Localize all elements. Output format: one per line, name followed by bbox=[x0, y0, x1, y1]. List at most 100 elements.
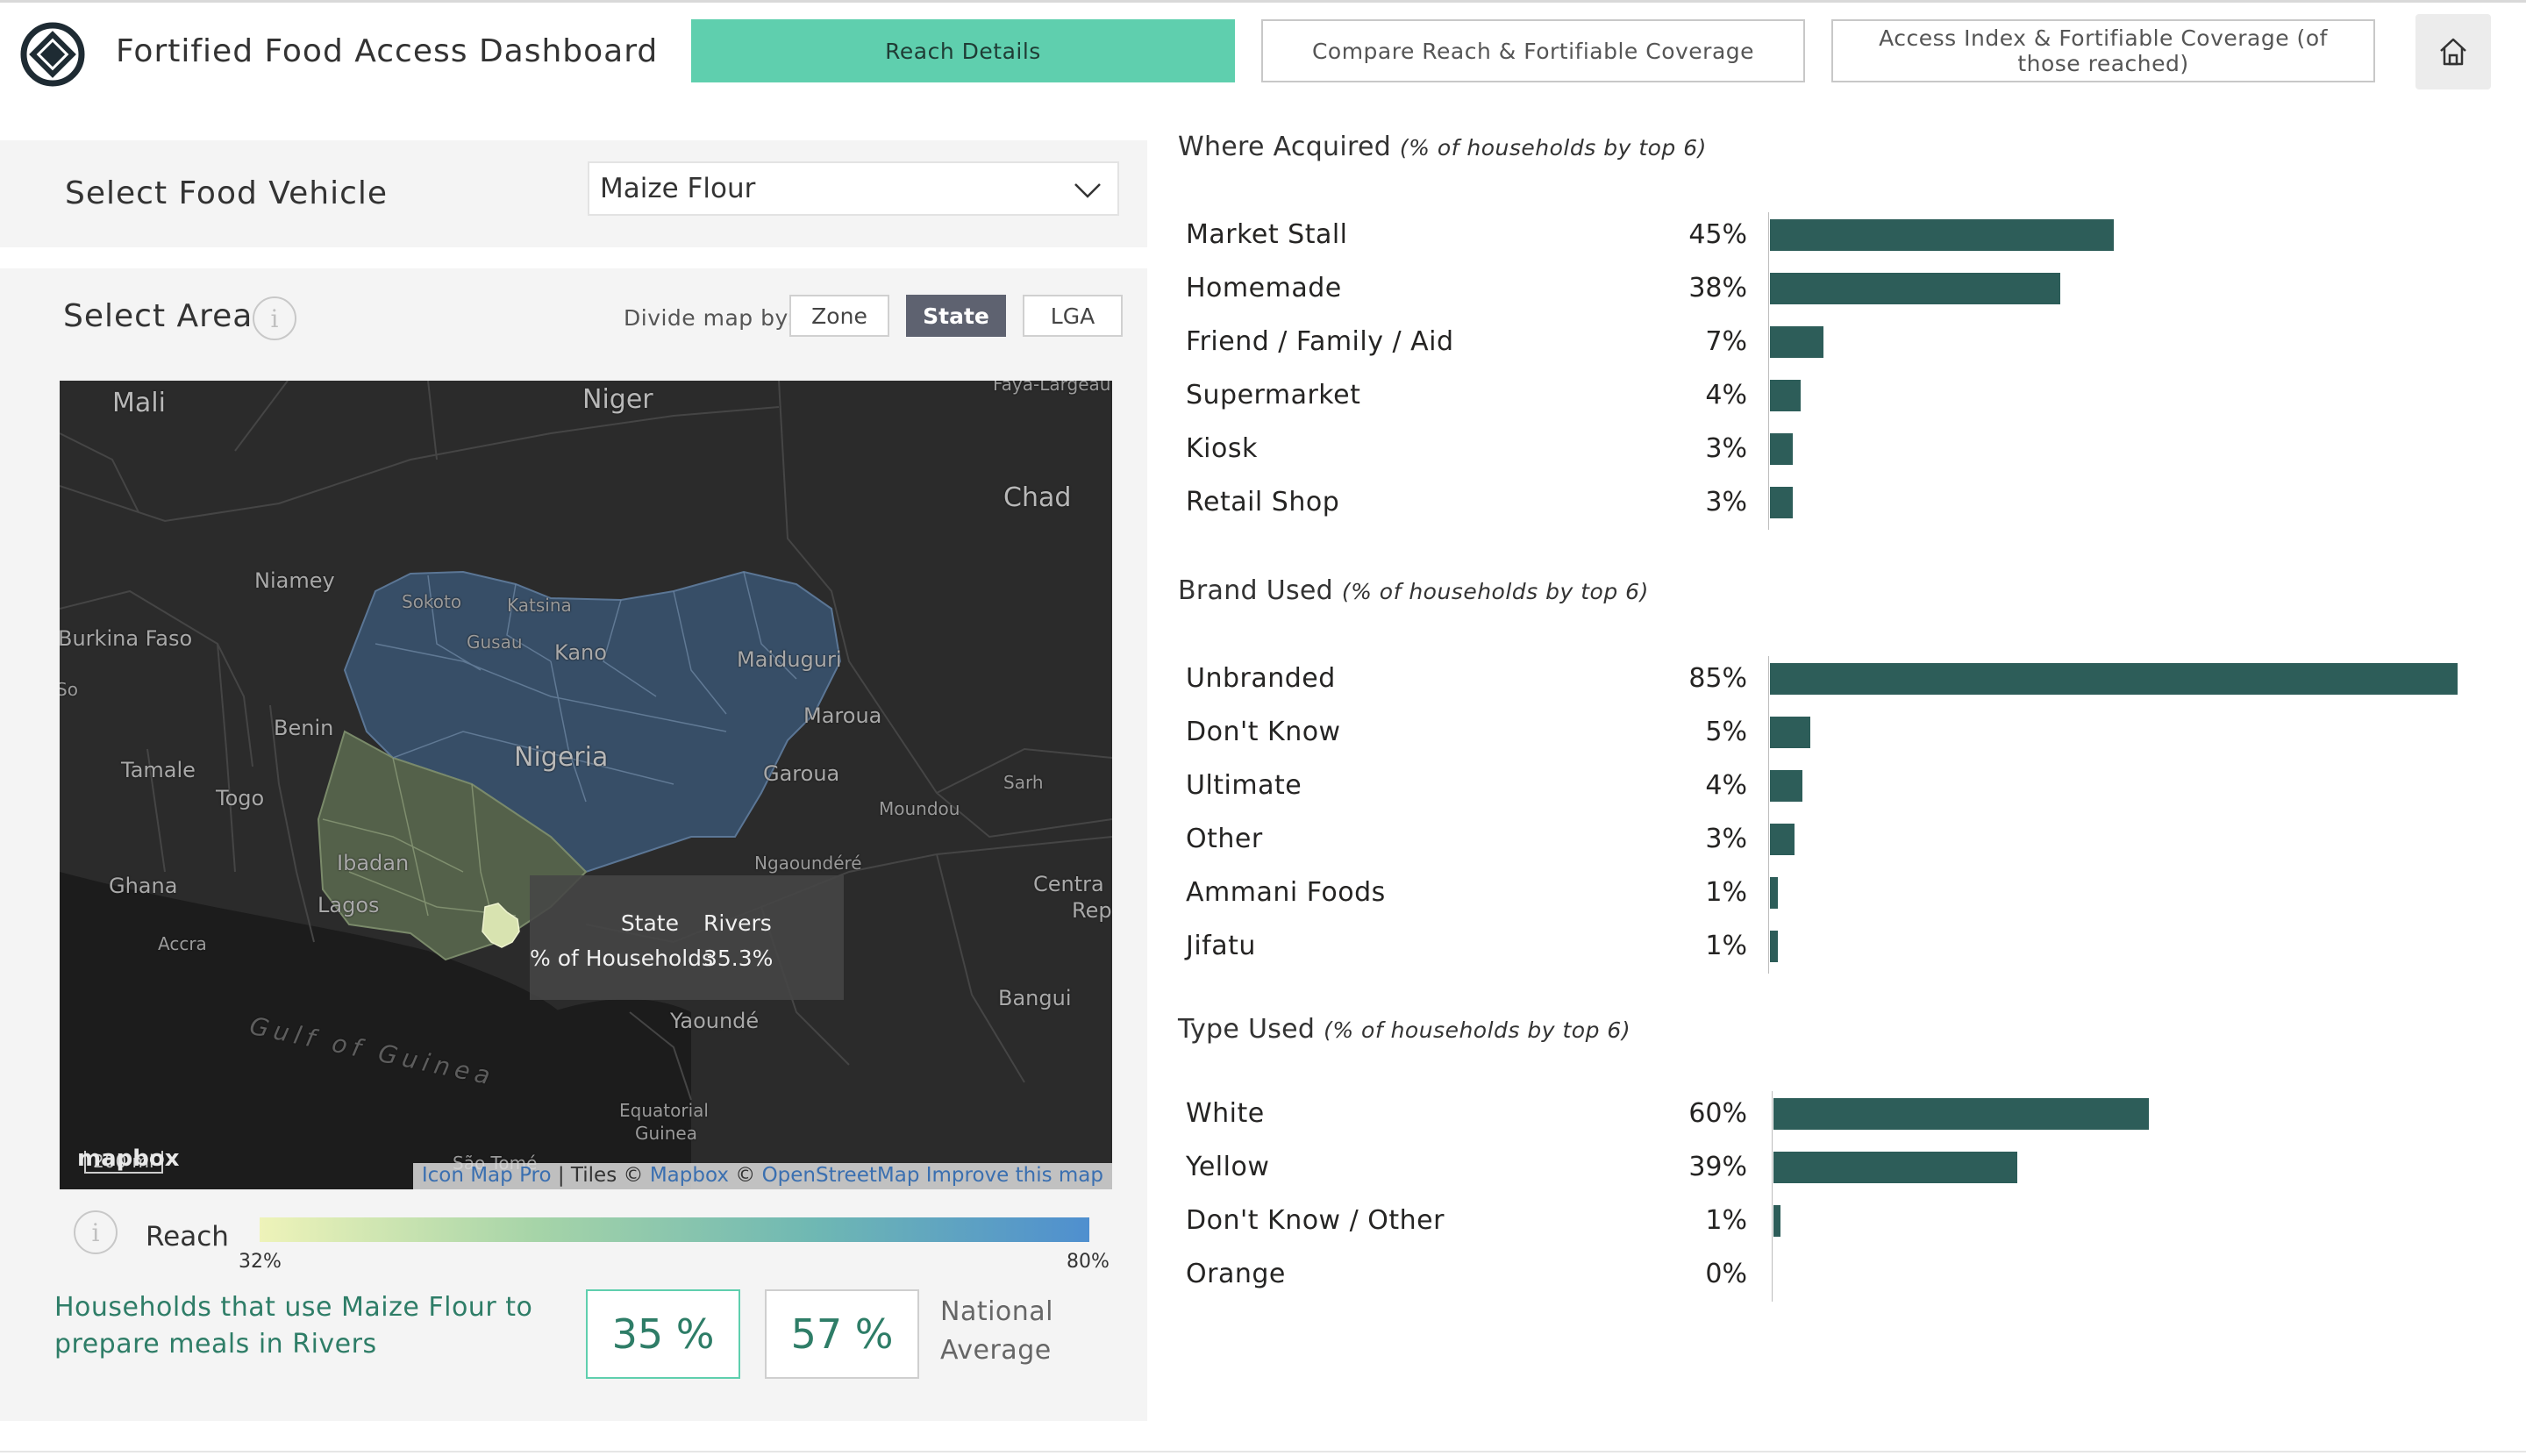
map-label-niamey: Niamey bbox=[254, 568, 335, 593]
map-label-bangui: Bangui bbox=[998, 986, 1072, 1010]
bar-value-label: 3% bbox=[1705, 433, 1747, 464]
bar[interactable] bbox=[1770, 770, 1802, 802]
divide-lga-button[interactable]: LGA bbox=[1023, 295, 1123, 337]
home-button[interactable] bbox=[2415, 14, 2491, 89]
info-icon[interactable]: i bbox=[253, 296, 296, 340]
chart-axis-line bbox=[1768, 656, 1769, 974]
reach-max-label: 80% bbox=[1067, 1251, 1110, 1273]
bar-value-label: 1% bbox=[1705, 1205, 1747, 1236]
map-label-katsina: Katsina bbox=[507, 595, 572, 616]
bar[interactable] bbox=[1770, 326, 1823, 358]
map-label-tamale: Tamale bbox=[121, 758, 196, 782]
bar-row-retail-shop[interactable]: Retail Shop 3% bbox=[0, 476, 2526, 529]
bar-value-label: 45% bbox=[1688, 219, 1747, 250]
chart-subtitle: (% of households by top 6) bbox=[1399, 135, 1707, 161]
bar[interactable] bbox=[1770, 717, 1811, 748]
divide-map-label: Divide map by: bbox=[624, 305, 795, 331]
bar[interactable] bbox=[1770, 931, 1779, 962]
bar-row-market-stall[interactable]: Market Stall 45% bbox=[0, 209, 2526, 261]
mapbox-logo: mapbox bbox=[77, 1146, 180, 1172]
food-vehicle-dropdown[interactable]: Maize Flour bbox=[588, 161, 1119, 216]
chevron-down-icon bbox=[1074, 183, 1101, 198]
bar-row-unbranded[interactable]: Unbranded 85% bbox=[0, 653, 2526, 705]
reach-legend-label: Reach bbox=[146, 1221, 229, 1253]
bar-row-ammani-foods[interactable]: Ammani Foods 1% bbox=[0, 867, 2526, 919]
bar[interactable] bbox=[1770, 219, 2114, 251]
map[interactable]: Mali Niger Faya-Largeau Chad Niamey Burk… bbox=[60, 381, 1112, 1189]
bar[interactable] bbox=[1770, 663, 2458, 695]
bar-row-ultimate[interactable]: Ultimate 4% bbox=[0, 760, 2526, 812]
attribution-mapbox-link[interactable]: Mapbox bbox=[649, 1164, 729, 1187]
bar[interactable] bbox=[1770, 824, 1795, 855]
bar-row-jifatu[interactable]: Jifatu 1% bbox=[0, 920, 2526, 973]
bar-category-label: Don't Know / Other bbox=[1186, 1205, 1445, 1236]
bar-row-don-t-know[interactable]: Don't Know 5% bbox=[0, 706, 2526, 759]
bar-category-label: Unbranded bbox=[1186, 663, 1336, 694]
bar-row-don-t-know-other[interactable]: Don't Know / Other 1% bbox=[0, 1195, 2526, 1247]
reach-color-scale bbox=[260, 1217, 1089, 1242]
map-label-garoua: Garoua bbox=[763, 761, 840, 786]
food-vehicle-panel: Select Food Vehicle Maize Flour bbox=[0, 140, 1147, 247]
bar-category-label: Supermarket bbox=[1186, 380, 1361, 410]
bar-value-label: 1% bbox=[1705, 877, 1747, 908]
bar[interactable] bbox=[1770, 433, 1794, 465]
bar-row-homemade[interactable]: Homemade 38% bbox=[0, 262, 2526, 315]
bar-category-label: Kiosk bbox=[1186, 433, 1258, 464]
top-border bbox=[0, 0, 2526, 3]
select-area-label: Select Area bbox=[63, 298, 253, 334]
map-label-largeau: Faya-Largeau bbox=[993, 381, 1111, 395]
bar-row-orange[interactable]: Orange 0% bbox=[0, 1248, 2526, 1301]
divide-lga-label: LGA bbox=[1050, 303, 1095, 329]
tab-reach-details[interactable]: Reach Details bbox=[691, 19, 1235, 82]
bar-row-yellow[interactable]: Yellow 39% bbox=[0, 1141, 2526, 1194]
bar-value-label: 60% bbox=[1688, 1098, 1747, 1129]
map-tooltip: State Rivers % of Households 35.3% bbox=[530, 875, 844, 1000]
map-label-ghana: Ghana bbox=[109, 874, 178, 898]
bar-category-label: Market Stall bbox=[1186, 219, 1348, 250]
chart-subtitle: (% of households by top 6) bbox=[1341, 579, 1649, 604]
attribution-icon-map-pro-link[interactable]: Icon Map Pro bbox=[421, 1164, 552, 1187]
bar[interactable] bbox=[1770, 380, 1801, 411]
bar[interactable] bbox=[1770, 487, 1794, 518]
attribution-improve-link[interactable]: Improve this map bbox=[925, 1164, 1103, 1187]
bar-value-label: 3% bbox=[1705, 824, 1747, 854]
bar-row-supermarket[interactable]: Supermarket 4% bbox=[0, 369, 2526, 422]
bar[interactable] bbox=[1770, 273, 2061, 304]
bar-value-label: 4% bbox=[1705, 770, 1747, 801]
attribution-osm-link[interactable]: OpenStreetMap bbox=[761, 1164, 920, 1187]
bar[interactable] bbox=[1773, 1205, 1780, 1237]
divide-state-button[interactable]: State bbox=[906, 295, 1006, 337]
bar-row-white[interactable]: White 60% bbox=[0, 1088, 2526, 1140]
chart-title-type-used: Type Used (% of households by top 6) bbox=[1178, 1014, 1630, 1045]
reach-info-icon[interactable]: i bbox=[74, 1210, 118, 1254]
map-label-gusau: Gusau bbox=[467, 632, 523, 653]
food-vehicle-selected: Maize Flour bbox=[600, 173, 756, 204]
attribution-tiles-text: | Tiles © bbox=[551, 1164, 650, 1187]
map-label-ibadan: Ibadan bbox=[337, 851, 410, 875]
divide-zone-button[interactable]: Zone bbox=[789, 295, 889, 337]
map-label-yaounde: Yaoundé bbox=[670, 1009, 760, 1033]
bar-category-label: Jifatu bbox=[1186, 931, 1256, 961]
bar[interactable] bbox=[1773, 1152, 2017, 1183]
map-label-eq2: Guinea bbox=[635, 1123, 697, 1144]
bar-row-friend-family-aid[interactable]: Friend / Family / Aid 7% bbox=[0, 316, 2526, 368]
map-label-moundou: Moundou bbox=[879, 798, 960, 819]
divide-zone-label: Zone bbox=[811, 303, 867, 329]
chart-title-where-acquired: Where Acquired (% of households by top 6… bbox=[1178, 132, 1707, 162]
tab-access-index[interactable]: Access Index & Fortifiable Coverage (of … bbox=[1831, 19, 2375, 82]
map-label-maiduguri: Maiduguri bbox=[737, 647, 842, 672]
bar[interactable] bbox=[1773, 1098, 2149, 1130]
tab-compare-reach[interactable]: Compare Reach & Fortifiable Coverage bbox=[1261, 19, 1805, 82]
bar[interactable] bbox=[1770, 877, 1779, 909]
bar-value-label: 0% bbox=[1705, 1259, 1747, 1289]
map-canvas bbox=[60, 381, 1112, 1189]
bottom-border bbox=[0, 1451, 2526, 1452]
bar-row-kiosk[interactable]: Kiosk 3% bbox=[0, 423, 2526, 475]
divide-state-label: State bbox=[923, 303, 989, 329]
bar-value-label: 39% bbox=[1688, 1152, 1747, 1182]
tooltip-state-value: Rivers bbox=[703, 910, 772, 936]
bar-row-other[interactable]: Other 3% bbox=[0, 813, 2526, 866]
attribution-copy-text: © bbox=[728, 1164, 762, 1187]
bar-category-label: Retail Shop bbox=[1186, 487, 1340, 517]
bar-value-label: 3% bbox=[1705, 487, 1747, 517]
